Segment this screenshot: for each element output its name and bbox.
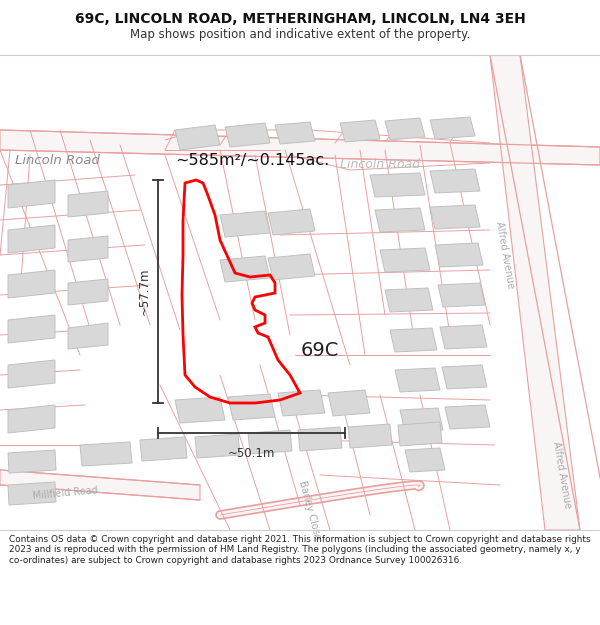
Polygon shape (400, 408, 443, 432)
Polygon shape (268, 209, 315, 235)
Polygon shape (268, 254, 315, 280)
Polygon shape (175, 125, 220, 150)
Text: Lincoln Road: Lincoln Road (15, 154, 100, 166)
Polygon shape (220, 256, 270, 282)
Polygon shape (8, 405, 55, 433)
Polygon shape (440, 325, 487, 349)
Polygon shape (8, 482, 56, 505)
Polygon shape (68, 191, 108, 217)
Polygon shape (220, 211, 270, 237)
Polygon shape (390, 328, 437, 352)
Polygon shape (405, 448, 445, 472)
Polygon shape (8, 315, 55, 343)
Polygon shape (490, 55, 580, 530)
Text: ~57.7m: ~57.7m (137, 268, 151, 315)
Polygon shape (435, 243, 483, 267)
Polygon shape (175, 397, 225, 423)
Polygon shape (8, 270, 55, 298)
Polygon shape (298, 427, 342, 451)
Polygon shape (278, 390, 325, 416)
Polygon shape (385, 288, 433, 312)
Polygon shape (195, 434, 240, 458)
Text: Barley Close: Barley Close (297, 479, 323, 541)
Polygon shape (370, 173, 425, 197)
Polygon shape (8, 180, 55, 208)
Text: Alfred Avenue: Alfred Avenue (551, 441, 573, 509)
Polygon shape (80, 442, 132, 466)
Polygon shape (385, 118, 425, 140)
Polygon shape (430, 117, 475, 139)
Polygon shape (8, 360, 55, 388)
Polygon shape (275, 122, 315, 144)
Polygon shape (8, 225, 55, 253)
Polygon shape (328, 390, 370, 416)
Polygon shape (398, 422, 442, 446)
Polygon shape (395, 368, 440, 392)
Polygon shape (445, 405, 490, 429)
Polygon shape (430, 205, 480, 229)
Polygon shape (0, 470, 200, 500)
Text: ~50.1m: ~50.1m (228, 447, 275, 460)
Polygon shape (340, 120, 380, 142)
Text: Contains OS data © Crown copyright and database right 2021. This information is : Contains OS data © Crown copyright and d… (9, 535, 590, 564)
Polygon shape (68, 236, 108, 262)
Polygon shape (375, 208, 425, 232)
Text: 69C: 69C (301, 341, 339, 359)
Polygon shape (438, 283, 485, 307)
Text: Map shows position and indicative extent of the property.: Map shows position and indicative extent… (130, 28, 470, 41)
Text: ~585m²/~0.145ac.: ~585m²/~0.145ac. (175, 152, 329, 168)
Text: Millfield Road: Millfield Road (32, 485, 98, 501)
Polygon shape (68, 323, 108, 349)
Polygon shape (68, 279, 108, 305)
Polygon shape (430, 169, 480, 193)
Polygon shape (348, 424, 392, 448)
Polygon shape (225, 123, 270, 147)
Polygon shape (380, 248, 430, 272)
Polygon shape (0, 130, 600, 165)
Polygon shape (248, 430, 292, 454)
Text: Lincoln Road: Lincoln Road (340, 159, 420, 171)
Text: 69C, LINCOLN ROAD, METHERINGHAM, LINCOLN, LN4 3EH: 69C, LINCOLN ROAD, METHERINGHAM, LINCOLN… (74, 12, 526, 26)
Polygon shape (140, 437, 187, 461)
Polygon shape (228, 394, 275, 420)
Polygon shape (8, 450, 56, 473)
Text: Alfred Avenue: Alfred Avenue (494, 221, 516, 289)
Polygon shape (442, 365, 487, 389)
